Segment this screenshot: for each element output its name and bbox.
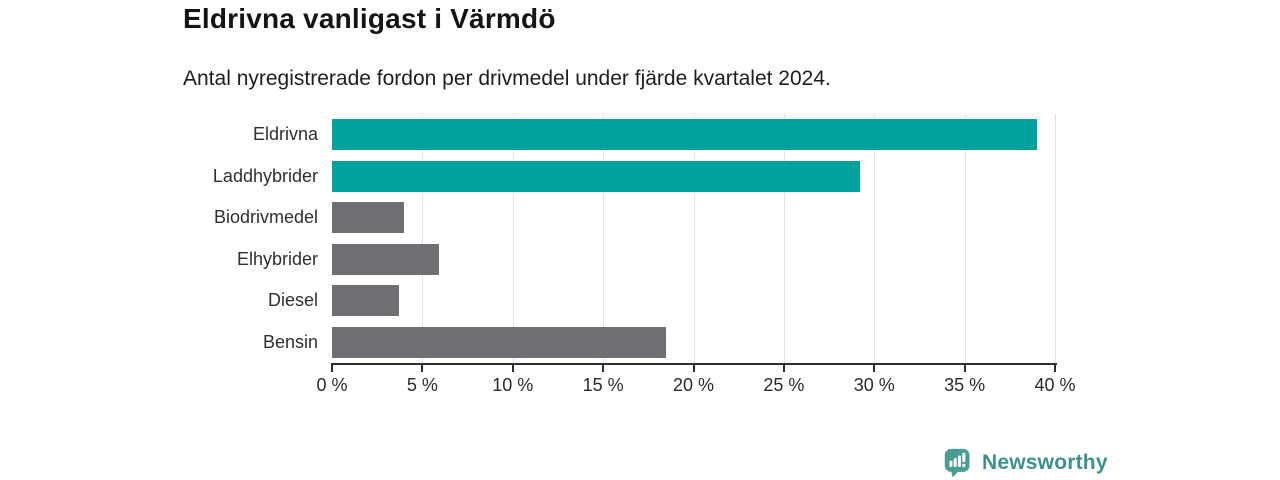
axis-tick-0 xyxy=(331,365,333,372)
bar-elhybrider xyxy=(332,243,439,275)
chart-subtitle: Antal nyregistrerade fordon per drivmede… xyxy=(183,67,831,90)
axis-tick-label: 25 % xyxy=(763,375,805,395)
newsworthy-logo-icon xyxy=(944,448,970,478)
gridline-5 xyxy=(422,114,424,363)
axis-tick-label: 40 % xyxy=(1034,375,1076,395)
bar-chart-plot-area xyxy=(332,114,1056,363)
x-axis-line xyxy=(331,363,1057,365)
category-label: Elhybrider xyxy=(236,248,318,269)
bar-laddhybrider xyxy=(332,160,860,192)
brand-name: Newsworthy xyxy=(982,451,1108,474)
axis-tick-20 xyxy=(692,365,695,372)
category-label: Bensin xyxy=(262,331,318,352)
bar-bensin xyxy=(332,326,667,358)
gridline-20 xyxy=(693,114,695,363)
gridline-15 xyxy=(603,114,605,363)
gridline-35 xyxy=(964,114,966,363)
bar-diesel xyxy=(332,285,399,316)
gridline-40 xyxy=(1055,114,1056,363)
bar-eldrivna xyxy=(332,119,1037,150)
bar-biodrivmedel xyxy=(332,202,405,233)
category-label: Biodrivmedel xyxy=(213,207,318,227)
axis-tick-15 xyxy=(602,365,605,372)
axis-tick-35 xyxy=(963,365,966,372)
axis-tick-25 xyxy=(782,365,785,372)
axis-tick-label: 15 % xyxy=(582,375,624,395)
axis-tick-40 xyxy=(1054,365,1056,372)
axis-tick-label: 20 % xyxy=(672,375,715,395)
axis-tick-label: 5 % xyxy=(406,375,438,395)
axis-tick-label: 10 % xyxy=(492,375,534,395)
gridline-25 xyxy=(783,114,785,363)
category-label: Diesel xyxy=(267,290,318,310)
axis-tick-5 xyxy=(421,365,424,372)
gridline-10 xyxy=(512,114,514,363)
axis-tick-label: 30 % xyxy=(853,375,895,395)
axis-tick-10 xyxy=(511,365,514,372)
gridline-30 xyxy=(874,114,876,363)
axis-tick-label: 35 % xyxy=(944,375,986,395)
category-label: Laddhybrider xyxy=(212,165,318,186)
category-label: Eldrivna xyxy=(252,124,318,144)
axis-tick-label: 0 % xyxy=(316,375,348,395)
chart-title: Eldrivna vanligast i Värmdö xyxy=(183,3,556,34)
brand-footer: Newsworthy xyxy=(943,446,1108,480)
axis-tick-30 xyxy=(873,365,876,372)
